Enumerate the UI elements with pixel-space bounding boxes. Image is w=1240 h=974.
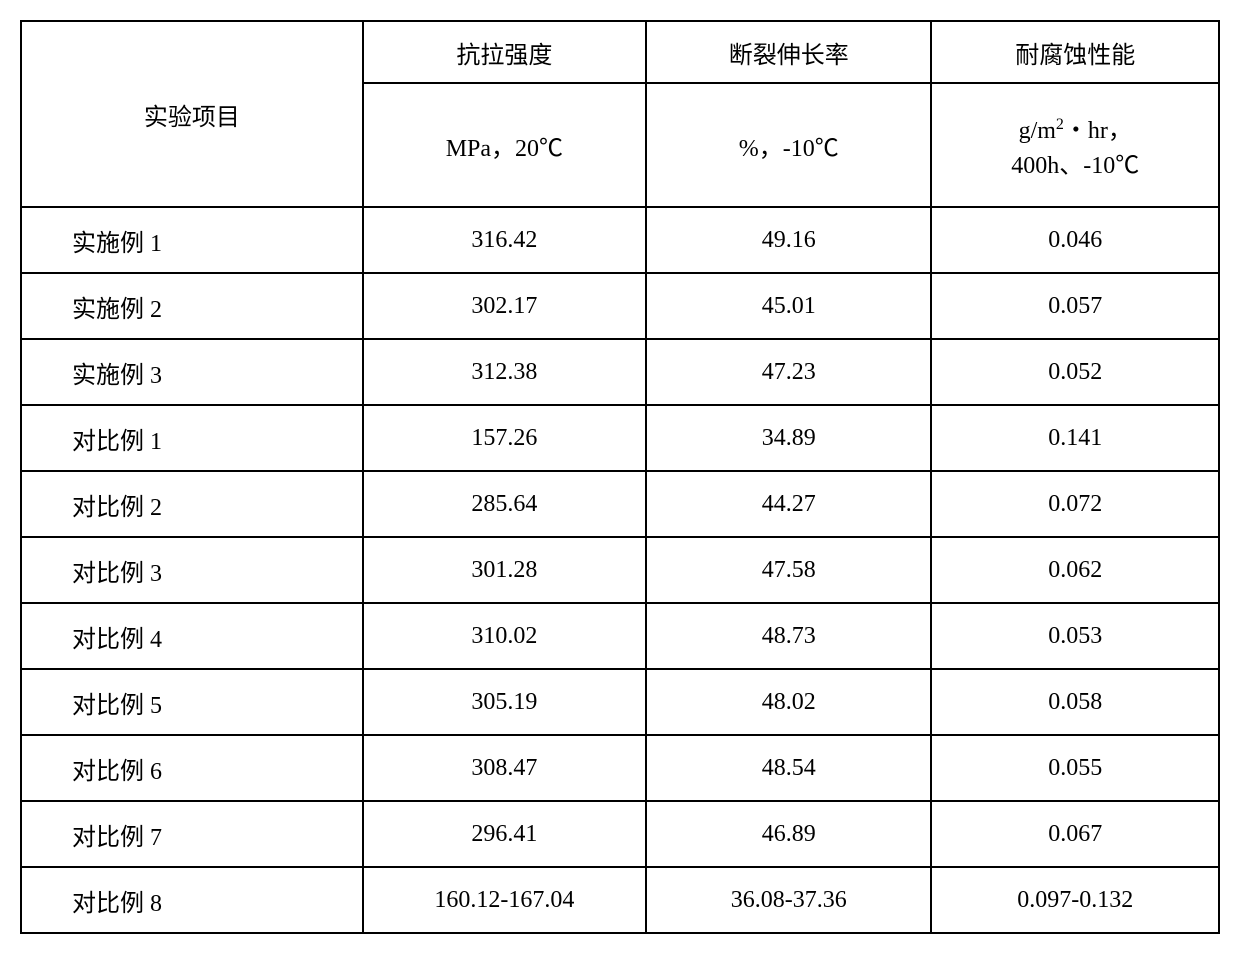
- cell-elongation: 47.58: [646, 537, 931, 603]
- table-row: 对比例 8160.12-167.0436.08-37.360.097-0.132: [21, 867, 1219, 933]
- row-label: 对比例 7: [21, 801, 363, 867]
- cell-corrosion: 0.072: [931, 471, 1219, 537]
- cell-corrosion: 0.141: [931, 405, 1219, 471]
- table-row: 对比例 4310.0248.730.053: [21, 603, 1219, 669]
- row-label: 对比例 6: [21, 735, 363, 801]
- column-unit-corrosion: g/m2・hr， 400h、-10℃: [931, 83, 1219, 207]
- unit-superscript: 2: [1056, 116, 1064, 133]
- row-label: 对比例 4: [21, 603, 363, 669]
- cell-tensile: 301.28: [363, 537, 646, 603]
- row-label: 对比例 2: [21, 471, 363, 537]
- table-header-row-1: 实验项目 抗拉强度 断裂伸长率 耐腐蚀性能: [21, 21, 1219, 83]
- table-row: 实施例 3312.3847.230.052: [21, 339, 1219, 405]
- cell-tensile: 310.02: [363, 603, 646, 669]
- table-row: 实施例 1316.4249.160.046: [21, 207, 1219, 273]
- row-label: 对比例 5: [21, 669, 363, 735]
- table-row: 对比例 7296.4146.890.067: [21, 801, 1219, 867]
- unit-line2: 400h、-10℃: [1011, 153, 1139, 179]
- cell-tensile: 157.26: [363, 405, 646, 471]
- row-label-header: 实验项目: [21, 21, 363, 207]
- cell-elongation: 48.54: [646, 735, 931, 801]
- column-header-corrosion: 耐腐蚀性能: [931, 21, 1219, 83]
- cell-corrosion: 0.058: [931, 669, 1219, 735]
- cell-corrosion: 0.046: [931, 207, 1219, 273]
- row-label: 实施例 2: [21, 273, 363, 339]
- cell-elongation: 36.08-37.36: [646, 867, 931, 933]
- table-row: 对比例 1157.2634.890.141: [21, 405, 1219, 471]
- row-label: 实施例 1: [21, 207, 363, 273]
- cell-tensile: 296.41: [363, 801, 646, 867]
- cell-elongation: 48.02: [646, 669, 931, 735]
- cell-elongation: 44.27: [646, 471, 931, 537]
- data-table: 实验项目 抗拉强度 断裂伸长率 耐腐蚀性能 MPa，20℃ %，-10℃ g/m…: [20, 20, 1220, 934]
- unit-line1-suffix: ・hr，: [1064, 118, 1132, 144]
- row-label: 对比例 1: [21, 405, 363, 471]
- cell-tensile: 308.47: [363, 735, 646, 801]
- column-header-tensile: 抗拉强度: [363, 21, 646, 83]
- cell-tensile: 160.12-167.04: [363, 867, 646, 933]
- cell-elongation: 47.23: [646, 339, 931, 405]
- column-unit-elongation: %，-10℃: [646, 83, 931, 207]
- cell-corrosion: 0.055: [931, 735, 1219, 801]
- row-label: 实施例 3: [21, 339, 363, 405]
- cell-corrosion: 0.097-0.132: [931, 867, 1219, 933]
- cell-corrosion: 0.067: [931, 801, 1219, 867]
- cell-tensile: 285.64: [363, 471, 646, 537]
- table-row: 对比例 6308.4748.540.055: [21, 735, 1219, 801]
- cell-elongation: 49.16: [646, 207, 931, 273]
- cell-corrosion: 0.057: [931, 273, 1219, 339]
- cell-tensile: 302.17: [363, 273, 646, 339]
- cell-tensile: 305.19: [363, 669, 646, 735]
- cell-elongation: 34.89: [646, 405, 931, 471]
- table-row: 实施例 2302.1745.010.057: [21, 273, 1219, 339]
- cell-tensile: 316.42: [363, 207, 646, 273]
- table-row: 对比例 5305.1948.020.058: [21, 669, 1219, 735]
- cell-corrosion: 0.053: [931, 603, 1219, 669]
- column-unit-tensile: MPa，20℃: [363, 83, 646, 207]
- cell-elongation: 45.01: [646, 273, 931, 339]
- row-label: 对比例 8: [21, 867, 363, 933]
- cell-elongation: 48.73: [646, 603, 931, 669]
- cell-tensile: 312.38: [363, 339, 646, 405]
- row-label: 对比例 3: [21, 537, 363, 603]
- cell-corrosion: 0.062: [931, 537, 1219, 603]
- unit-line1-prefix: g/m: [1019, 118, 1056, 144]
- column-header-elongation: 断裂伸长率: [646, 21, 931, 83]
- table-row: 对比例 3301.2847.580.062: [21, 537, 1219, 603]
- cell-corrosion: 0.052: [931, 339, 1219, 405]
- table-row: 对比例 2285.6444.270.072: [21, 471, 1219, 537]
- cell-elongation: 46.89: [646, 801, 931, 867]
